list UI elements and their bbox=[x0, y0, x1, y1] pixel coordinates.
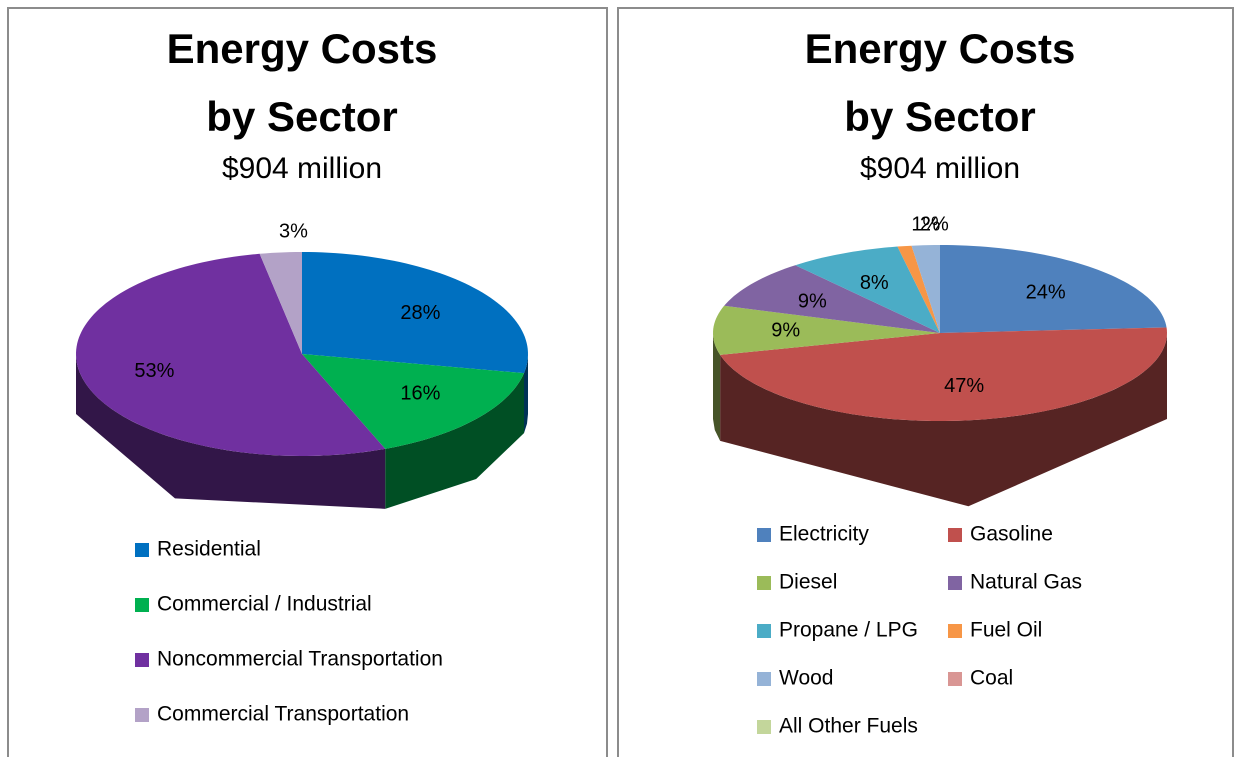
legend-label: Commercial Transportation bbox=[157, 703, 409, 726]
chart-title: by Sector bbox=[206, 93, 397, 140]
pie-slice-side bbox=[720, 333, 1167, 507]
data-label: 2% bbox=[920, 213, 949, 235]
data-label: 8% bbox=[860, 272, 889, 294]
legend-label: Coal bbox=[970, 667, 1013, 690]
legend-swatch bbox=[757, 720, 771, 734]
chart-title: Energy Costs bbox=[805, 25, 1076, 72]
data-label: 28% bbox=[400, 302, 440, 324]
legend-label: Diesel bbox=[779, 571, 837, 594]
legend-swatch bbox=[135, 543, 149, 557]
chart-subtitle: $904 million bbox=[860, 152, 1020, 185]
legend-swatch bbox=[757, 528, 771, 542]
legend-swatch bbox=[757, 576, 771, 590]
legend-label: Propane / LPG bbox=[779, 619, 918, 642]
pie-slice bbox=[897, 245, 940, 333]
legend-swatch bbox=[135, 708, 149, 722]
data-label: 16% bbox=[400, 383, 440, 405]
legend-swatch bbox=[948, 672, 962, 686]
legend-swatch bbox=[948, 528, 962, 542]
panel-border bbox=[617, 7, 1234, 757]
legend-swatch bbox=[948, 576, 962, 590]
legend-swatch bbox=[757, 672, 771, 686]
legend-swatch bbox=[135, 653, 149, 667]
pie-slice bbox=[720, 327, 1167, 421]
pie-slice bbox=[76, 253, 386, 456]
legend-label: Fuel Oil bbox=[970, 619, 1042, 642]
legend-label: All Other Fuels bbox=[779, 715, 918, 738]
legend-swatch bbox=[757, 624, 771, 638]
data-label: 9% bbox=[771, 320, 800, 342]
legend-label: Gasoline bbox=[970, 523, 1053, 546]
pie-slice bbox=[302, 354, 524, 449]
legend-label: Noncommercial Transportation bbox=[157, 648, 443, 671]
pie-slice bbox=[795, 246, 940, 333]
panel-border bbox=[7, 7, 608, 757]
pie-slice bbox=[940, 245, 1167, 333]
data-label: 53% bbox=[134, 360, 174, 382]
pie-slice bbox=[713, 305, 940, 355]
data-label: 47% bbox=[944, 375, 984, 397]
pie-slice bbox=[302, 252, 528, 374]
legend-swatch bbox=[135, 598, 149, 612]
legend-label: Residential bbox=[157, 538, 261, 561]
chart-title: Energy Costs bbox=[167, 25, 438, 72]
legend-label: Commercial / Industrial bbox=[157, 593, 372, 616]
chart-title: by Sector bbox=[844, 93, 1035, 140]
data-label: 9% bbox=[798, 291, 827, 313]
pie-slice-side bbox=[385, 373, 524, 509]
data-label: 24% bbox=[1026, 282, 1066, 304]
chart-subtitle: $904 million bbox=[222, 152, 382, 185]
pie-slice-side bbox=[713, 333, 721, 441]
pie-slice bbox=[724, 265, 940, 333]
legend-label: Electricity bbox=[779, 523, 869, 546]
pie-slice bbox=[259, 252, 302, 354]
pie-slice bbox=[911, 245, 940, 333]
legend-label: Wood bbox=[779, 667, 833, 690]
data-label: 1% bbox=[911, 213, 940, 235]
legend-swatch bbox=[948, 624, 962, 638]
data-label: 3% bbox=[279, 220, 308, 242]
legend-label: Natural Gas bbox=[970, 571, 1082, 594]
pie-slice-side bbox=[76, 354, 386, 509]
pie-slice-side bbox=[524, 354, 528, 434]
